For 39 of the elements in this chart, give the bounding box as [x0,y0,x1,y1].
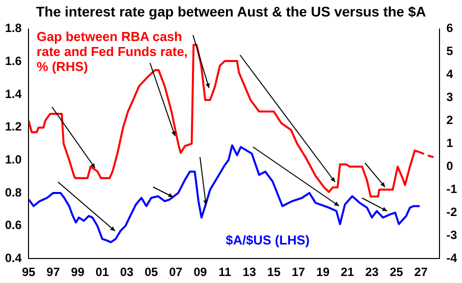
y-tick-label: 0.8 [4,185,22,200]
y-tick-label: 1.6 [4,54,22,68]
x-tick-label: 13 [242,265,256,280]
x-tick-label: 97 [46,265,60,280]
x-tick-label: 27 [414,265,428,280]
x-tick-label: 95 [22,265,36,280]
y2-tick-label: 0 [446,158,454,173]
y2-tick-label: 4 [446,67,454,82]
y-tick-label: 0.6 [4,218,22,232]
x-tick-label: 05 [144,265,158,280]
x-tick-label: 21 [340,265,354,280]
y-tick-label: 1.2 [4,120,22,134]
y-tick-label: 1.4 [4,86,22,101]
y2-tick-label: 1 [446,136,454,150]
y-tick-label: 1.0 [4,152,22,166]
y2-tick-label: 5 [446,44,454,58]
x-tick-label: 17 [292,265,306,280]
x-tick-label: 23 [365,265,379,280]
x-tick-label: 01 [96,265,110,280]
x-tick-label: 25 [390,265,404,280]
x-tick-label: 15 [267,265,281,280]
x-tick-label: 07 [169,265,183,280]
y2-tick-label: 3 [446,90,454,104]
text: $A/$US (LHS) [226,232,310,248]
x-tick-label: 99 [71,265,85,280]
series-label: Gap between RBA cash rate and Fed Funds rate, % (RHS) [36,28,188,74]
y2-tick-label: 2 [446,113,454,128]
y2-tick-label: -4 [446,250,458,265]
x-tick-label: 09 [194,265,208,280]
y2-tick-label: 6 [446,21,454,36]
x-tick-label: 11 [218,265,232,280]
y2-tick-label: -1 [446,182,458,196]
y2-tick-label: -3 [446,228,458,242]
x-tick-label: 19 [316,265,330,280]
x-tick-label: 03 [120,265,134,280]
y2-tick-label: -2 [446,204,458,219]
chart-title: The interest rate gap between Aust & the US versus the $A [36,3,426,20]
y-tick-label: 1.8 [4,21,22,36]
y-tick-label: 0.4 [4,250,22,265]
